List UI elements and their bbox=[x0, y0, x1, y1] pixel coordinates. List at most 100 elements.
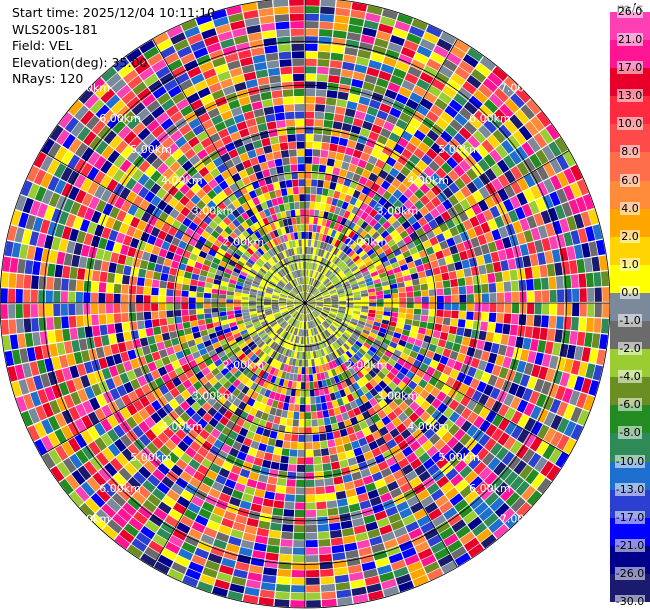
velocity-gate bbox=[68, 279, 77, 291]
velocity-gate bbox=[214, 579, 230, 590]
velocity-gate bbox=[264, 308, 272, 312]
velocity-gate bbox=[217, 395, 227, 406]
velocity-gate bbox=[341, 333, 349, 341]
velocity-gate bbox=[446, 263, 456, 272]
velocity-gate bbox=[213, 239, 223, 248]
velocity-gate bbox=[156, 39, 173, 52]
velocity-gate bbox=[81, 430, 94, 445]
velocity-gate bbox=[327, 272, 334, 279]
velocity-gate bbox=[366, 583, 382, 594]
velocity-gate bbox=[230, 20, 246, 31]
velocity-gate bbox=[284, 425, 292, 434]
velocity-gate bbox=[386, 438, 398, 449]
velocity-gate bbox=[480, 321, 488, 332]
velocity-gate bbox=[34, 421, 47, 438]
velocity-gate bbox=[331, 128, 341, 138]
velocity-gate bbox=[279, 346, 286, 355]
range-ring-label: 6.00km bbox=[469, 482, 511, 495]
velocity-gate bbox=[440, 31, 457, 45]
velocity-gate bbox=[336, 589, 352, 599]
velocity-gate bbox=[451, 294, 459, 303]
velocity-gate bbox=[344, 147, 355, 156]
velocity-gate bbox=[273, 289, 281, 294]
velocity-gate bbox=[286, 304, 294, 307]
velocity-gate bbox=[257, 194, 266, 204]
velocity-gate bbox=[271, 143, 281, 152]
velocity-gate bbox=[217, 191, 228, 201]
velocity-gate bbox=[285, 284, 292, 291]
velocity-gate bbox=[480, 371, 491, 384]
velocity-gate bbox=[386, 345, 396, 354]
velocity-gate bbox=[366, 5, 383, 16]
velocity-gate bbox=[378, 239, 387, 248]
velocity-gate bbox=[424, 502, 438, 514]
velocity-gate bbox=[259, 210, 267, 219]
velocity-gate bbox=[382, 220, 392, 230]
velocity-gate bbox=[345, 309, 353, 313]
velocity-gate bbox=[540, 210, 552, 225]
velocity-gate bbox=[223, 252, 233, 260]
velocity-gate bbox=[277, 282, 285, 288]
velocity-gate bbox=[234, 292, 242, 297]
velocity-gate bbox=[425, 328, 434, 337]
velocity-gate bbox=[442, 199, 453, 211]
nrays-text: NRays: 120 bbox=[12, 71, 84, 86]
velocity-gate bbox=[184, 327, 193, 336]
velocity-gate bbox=[222, 216, 232, 226]
velocity-gate bbox=[244, 586, 260, 597]
velocity-gate bbox=[298, 427, 305, 435]
velocity-gate bbox=[516, 161, 529, 176]
velocity-gate bbox=[387, 411, 398, 422]
velocity-gate bbox=[56, 461, 71, 478]
velocity-gate bbox=[550, 431, 563, 447]
velocity-gate bbox=[290, 334, 295, 343]
velocity-gate bbox=[105, 94, 121, 109]
velocity-gate bbox=[248, 300, 256, 303]
velocity-gate bbox=[84, 93, 100, 109]
velocity-gate bbox=[307, 294, 313, 301]
velocity-gate bbox=[581, 242, 591, 258]
velocity-gate bbox=[361, 308, 369, 313]
velocity-gate bbox=[64, 117, 79, 133]
velocity-gate bbox=[325, 492, 337, 501]
velocity-gate bbox=[337, 145, 347, 154]
velocity-gate bbox=[279, 363, 286, 371]
velocity-gate bbox=[529, 436, 543, 452]
velocity-gate bbox=[329, 143, 338, 152]
velocity-gate bbox=[197, 87, 211, 99]
velocity-gate bbox=[100, 189, 113, 203]
velocity-gate bbox=[255, 239, 263, 248]
velocity-gate bbox=[81, 147, 95, 162]
velocity-gate bbox=[260, 185, 269, 194]
velocity-gate bbox=[309, 328, 312, 337]
velocity-gate bbox=[382, 260, 391, 268]
velocity-gate bbox=[373, 375, 382, 384]
velocity-gate bbox=[323, 300, 331, 302]
velocity-gate bbox=[370, 328, 379, 335]
velocity-gate bbox=[334, 483, 345, 493]
velocity-gate bbox=[309, 374, 314, 382]
velocity-gate bbox=[48, 415, 61, 431]
velocity-gate bbox=[391, 220, 401, 230]
velocity-gate bbox=[54, 264, 64, 278]
velocity-gate bbox=[220, 243, 229, 252]
velocity-gate bbox=[381, 280, 390, 287]
velocity-gate bbox=[454, 403, 466, 415]
velocity-gate bbox=[208, 82, 222, 94]
velocity-gate bbox=[150, 412, 162, 424]
velocity-gate bbox=[470, 329, 480, 339]
velocity-gate bbox=[237, 224, 246, 233]
velocity-gate bbox=[557, 303, 565, 316]
velocity-gate bbox=[459, 303, 467, 311]
velocity-gate bbox=[46, 276, 54, 290]
velocity-gate bbox=[305, 374, 310, 382]
velocity-gate bbox=[351, 471, 362, 481]
velocity-gate bbox=[305, 359, 309, 367]
velocity-gate bbox=[281, 290, 289, 295]
velocity-gate bbox=[1, 272, 10, 288]
velocity-gate bbox=[109, 206, 121, 219]
velocity-gate bbox=[80, 481, 96, 497]
velocity-gate bbox=[389, 107, 402, 119]
velocity-gate bbox=[291, 271, 296, 279]
velocity-gate bbox=[331, 423, 339, 432]
